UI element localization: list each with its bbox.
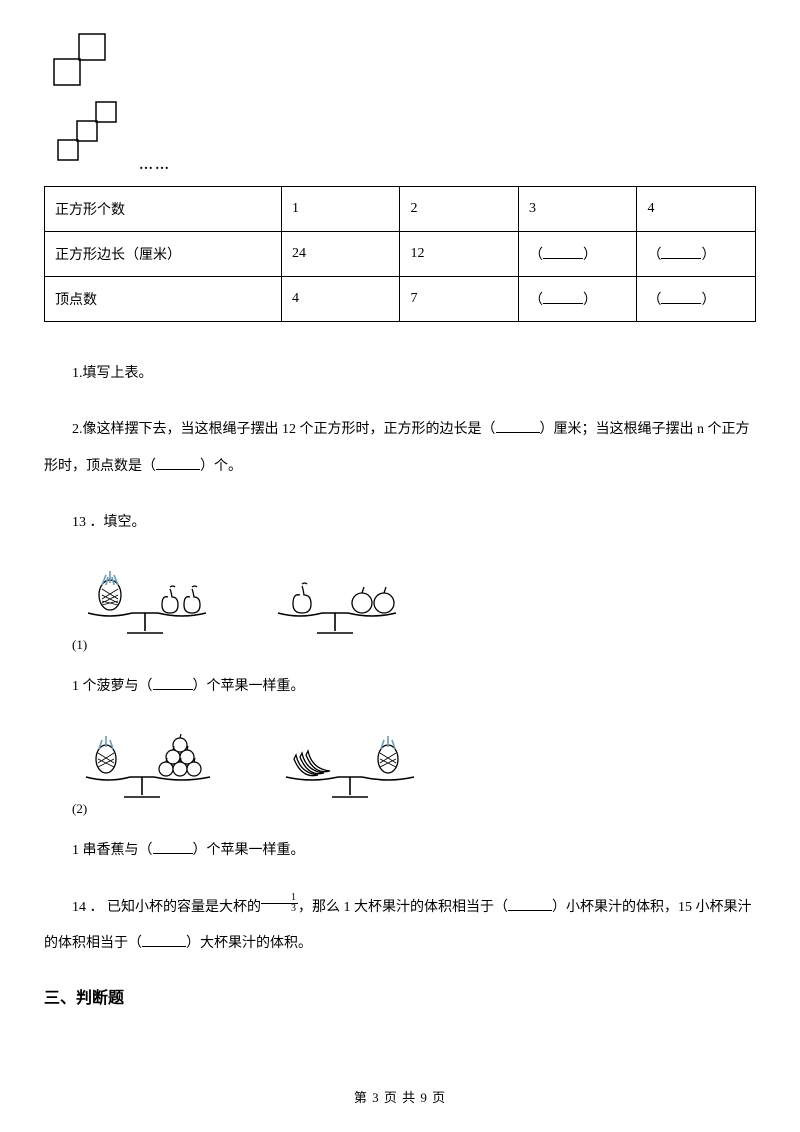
table-row: 正方形边长（厘米） 24 12 （） （） — [45, 232, 756, 277]
text-end: ）个苹果一样重。 — [193, 843, 305, 858]
blank — [496, 419, 540, 433]
cell: 3 — [518, 187, 636, 232]
question-13-label: 13 ．填空。 — [44, 507, 756, 539]
cell-label: 顶点数 — [45, 277, 282, 322]
question-14: 14 ． 已知小杯的容量是大杯的13，那么 1 大杯果汁的体积相当于（）小杯果汁… — [44, 890, 756, 963]
table-row: 顶点数 4 7 （） （） — [45, 277, 756, 322]
question-2: 2.像这样摆下去，当这根绳子摆出 12 个正方形时，正方形的边长是（）厘米；当这… — [44, 412, 756, 485]
q2-text-end: ）个。 — [200, 459, 242, 474]
balance-figure-1 — [72, 561, 756, 639]
q2-text-pre: 2.像这样摆下去，当这根绳子摆出 12 个正方形时，正方形的边长是（ — [72, 422, 496, 437]
cell-blank: （） — [637, 232, 756, 277]
q14-pre: 14 ． 已知小杯的容量是大杯的 — [72, 900, 261, 915]
cell: 2 — [400, 187, 518, 232]
text-pre: 1 串香蕉与（ — [72, 843, 153, 858]
q13-sub2-label: (2) — [72, 801, 756, 817]
squares-figure-2 — [44, 30, 756, 90]
cell-blank: （） — [518, 277, 636, 322]
cell: 1 — [282, 187, 400, 232]
page-footer: 第 3 页 共 9 页 — [0, 1087, 800, 1106]
section-3-heading: 三、判断题 — [44, 984, 756, 1008]
cell-label: 正方形个数 — [45, 187, 282, 232]
cell: 24 — [282, 232, 400, 277]
balance-icon — [72, 725, 232, 803]
blank — [153, 676, 193, 690]
text-end: ）个苹果一样重。 — [193, 679, 305, 694]
blank — [153, 840, 193, 854]
balance-icon — [272, 725, 432, 803]
balance-icon — [72, 561, 222, 639]
q13-sub1-label: (1) — [72, 637, 756, 653]
cell-blank: （） — [518, 232, 636, 277]
q14-end: ）大杯果汁的体积。 — [186, 936, 312, 951]
balance-icon — [262, 561, 412, 639]
balance-figure-2 — [72, 725, 756, 803]
cell-blank: （） — [637, 277, 756, 322]
q13-sub2-text: 1 串香蕉与（ ）个苹果一样重。 — [44, 835, 756, 867]
cell: 7 — [400, 277, 518, 322]
ellipsis: …… — [139, 158, 756, 174]
squares-data-table: 正方形个数 1 2 3 4 正方形边长（厘米） 24 12 （） （） 顶点数 … — [44, 186, 756, 322]
q14-mid1: ，那么 1 大杯果汁的体积相当于（ — [298, 900, 508, 915]
q13-sub1-text: 1 个菠萝与（ ）个苹果一样重。 — [44, 671, 756, 703]
blank — [142, 933, 186, 947]
fraction-icon: 13 — [261, 893, 298, 914]
question-1: 1.填写上表。 — [44, 358, 756, 390]
blank — [508, 897, 552, 911]
cell: 4 — [282, 277, 400, 322]
blank — [156, 456, 200, 470]
text-pre: 1 个菠萝与（ — [72, 679, 153, 694]
cell-label: 正方形边长（厘米） — [45, 232, 282, 277]
cell: 4 — [637, 187, 756, 232]
fraction-den: 3 — [261, 904, 298, 914]
table-row: 正方形个数 1 2 3 4 — [45, 187, 756, 232]
cell: 12 — [400, 232, 518, 277]
